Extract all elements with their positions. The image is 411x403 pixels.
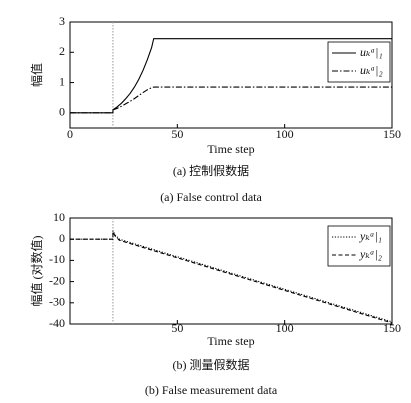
y-axis-label: 幅值 bbox=[29, 63, 44, 87]
subcaption: (b) False measurement data bbox=[145, 383, 278, 397]
legend-label: uₖᵃ|₁ bbox=[360, 45, 383, 59]
plot-frame bbox=[69, 21, 393, 129]
x-tick-label: 0 bbox=[67, 127, 73, 141]
y-tick-label: -10 bbox=[49, 252, 65, 266]
y-axis-label: 幅值 (对数值) bbox=[29, 236, 44, 307]
x-tick-label: 50 bbox=[171, 321, 183, 335]
y-tick-label: 0 bbox=[59, 105, 65, 119]
legend-label: uₖᵃ|₂ bbox=[360, 63, 383, 77]
caption: (a) 控制假数据 bbox=[173, 163, 249, 178]
subcaption: (a) False control data bbox=[160, 190, 262, 204]
y-tick-label: -20 bbox=[49, 273, 65, 287]
caption: (b) 测量假数据 bbox=[173, 357, 250, 372]
legend-box bbox=[327, 41, 391, 83]
series-line bbox=[70, 86, 392, 114]
x-tick-label: 150 bbox=[383, 127, 401, 141]
series-line bbox=[70, 231, 393, 324]
series-line bbox=[70, 230, 393, 323]
legend-label: yₖᵃ|₁ bbox=[359, 229, 382, 243]
x-tick-label: 50 bbox=[171, 127, 183, 141]
x-axis-label: Time step bbox=[207, 334, 254, 348]
y-tick-label: -30 bbox=[49, 295, 65, 309]
y-tick-label: 10 bbox=[53, 210, 65, 224]
legend-label: yₖᵃ|₂ bbox=[359, 247, 382, 261]
x-tick-label: 100 bbox=[276, 127, 294, 141]
x-tick-label: 150 bbox=[383, 321, 401, 335]
x-tick-label: 100 bbox=[276, 321, 294, 335]
x-axis-label: Time step bbox=[207, 142, 254, 156]
y-tick-label: 0 bbox=[59, 231, 65, 245]
legend-box bbox=[327, 225, 391, 267]
y-tick-label: -40 bbox=[49, 316, 65, 330]
plot-frame bbox=[69, 217, 393, 325]
y-tick-label: 1 bbox=[59, 74, 65, 88]
y-tick-label: 3 bbox=[59, 14, 65, 28]
y-tick-label: 2 bbox=[59, 44, 65, 58]
